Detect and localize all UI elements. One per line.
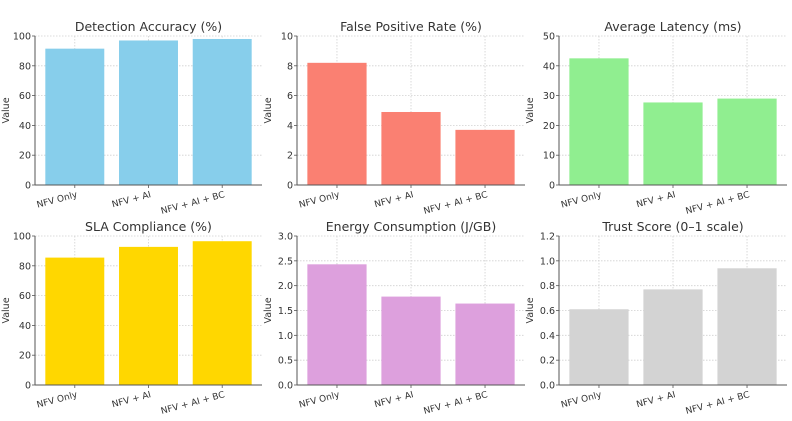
x-tick-label: NFV + AI [111,390,152,410]
y-tick-label: 0.8 [540,281,555,292]
y-tick-label: 80 [19,61,31,72]
y-axis-label: Value [525,297,536,323]
y-tick-label: 8 [287,61,293,72]
y-tick-label: 100 [13,32,31,43]
chart-title: Detection Accuracy (%) [75,19,222,34]
x-tick-label: NFV Only [298,390,341,411]
y-axis-label: Value [263,97,274,123]
y-tick-label: 40 [19,121,31,132]
chart-panel: 0 20 40 60 80 100 NFV Only NFV + AI NFV + AI + B… [1,19,262,217]
y-tick-label: 30 [543,91,555,102]
bar [455,303,515,385]
y-tick-label: 0 [25,381,31,392]
x-tick-label: NFV Only [36,190,79,211]
bar [717,98,777,185]
y-tick-label: 20 [19,351,31,362]
y-tick-label: 0 [549,181,555,192]
chart-title: Average Latency (ms) [604,19,741,34]
chart-panel: 0.0 0.5 1.0 1.5 2.0 2.5 3.0 NFV Only NFV + AI NFV… [263,219,525,417]
y-tick-label: 2 [287,151,293,162]
x-tick-label: NFV + AI + BC [423,390,489,417]
y-tick-label: 20 [19,151,31,162]
chart-panel: 0 10 20 30 40 50 NFV Only NFV + AI NFV + AI + BC… [525,19,787,217]
x-tick-label: NFV Only [36,390,79,411]
x-tick-label: NFV + AI [373,190,414,210]
y-axis-label: Value [1,97,12,123]
bar [192,241,252,385]
bar [717,268,777,385]
x-tick-label: NFV + AI + BC [423,190,489,217]
y-tick-label: 3.0 [278,232,293,243]
y-tick-label: 10 [543,151,555,162]
y-tick-label: 1.0 [540,256,555,267]
chart-title: Trust Score (0–1 scale) [601,219,743,234]
chart-title: SLA Compliance (%) [85,219,212,234]
x-tick-label: NFV + AI [373,390,414,410]
bar [643,102,703,185]
x-tick-label: NFV + AI + BC [160,390,226,417]
y-tick-label: 0.0 [540,381,555,392]
bar [381,111,441,185]
bar [381,296,441,385]
y-axis-label: Value [263,297,274,323]
y-tick-label: 100 [13,232,31,243]
y-tick-label: 0 [287,181,293,192]
x-tick-label: NFV Only [560,390,603,411]
y-tick-label: 60 [19,291,31,302]
y-tick-label: 0.6 [540,306,555,317]
y-axis-label: Value [1,297,12,323]
bar [307,264,367,385]
x-tick-label: NFV + AI [111,190,152,210]
bar [569,309,629,385]
y-tick-label: 50 [543,32,555,43]
x-tick-label: NFV + AI [635,390,676,410]
x-tick-label: NFV Only [298,190,341,211]
y-tick-label: 6 [287,91,293,102]
bar [455,129,515,185]
y-tick-label: 4 [287,121,293,132]
y-tick-label: 0.2 [540,356,555,367]
chart-panel: 0 2 4 6 8 10 NFV Only NFV + AI NFV + AI + BC Fals… [263,19,525,217]
x-tick-label: NFV + AI + BC [160,190,226,217]
chart-title: False Positive Rate (%) [340,19,482,34]
y-tick-label: 0.4 [540,331,555,342]
y-tick-label: 0.0 [278,381,293,392]
chart-title: Energy Consumption (J/GB) [326,219,496,234]
y-tick-label: 1.2 [540,232,555,243]
bar [119,246,178,385]
x-tick-label: NFV Only [560,190,603,211]
bar [307,62,367,185]
x-tick-label: NFV + AI [635,190,676,210]
y-tick-label: 0.5 [278,356,293,367]
x-tick-label: NFV + AI + BC [685,390,751,417]
y-tick-label: 60 [19,91,31,102]
x-tick-label: NFV + AI + BC [685,190,751,217]
chart-panel: 0.0 0.2 0.4 0.6 0.8 1.0 1.2 NFV Only NFV + AI NFV… [525,219,787,417]
y-tick-label: 10 [281,32,293,43]
bar [119,40,178,185]
bar [45,257,105,385]
y-tick-label: 80 [19,261,31,272]
y-tick-label: 20 [543,121,555,132]
y-tick-label: 1.5 [278,306,293,317]
bar [192,38,252,186]
bar [45,48,105,185]
y-tick-label: 40 [19,321,31,332]
y-tick-label: 40 [543,61,555,72]
y-tick-label: 2.0 [278,281,293,292]
bar [643,289,703,385]
chart-panel: 0 20 40 60 80 100 NFV Only NFV + AI NFV + AI + B… [1,219,262,417]
y-axis-label: Value [525,97,536,123]
y-tick-label: 0 [25,181,31,192]
bar [569,58,629,185]
y-tick-label: 1.0 [278,331,293,342]
y-tick-label: 2.5 [278,256,293,267]
